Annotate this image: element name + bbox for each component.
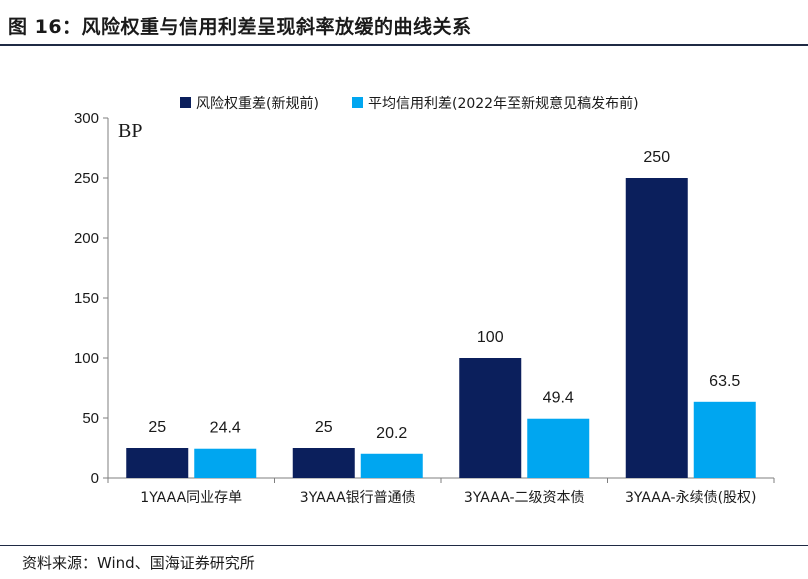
y-tick-label: 50 (82, 410, 99, 427)
data-label: 24.4 (210, 420, 241, 437)
data-label: 63.5 (709, 373, 740, 390)
figure-title: 图 16：风险权重与信用利差呈现斜率放缓的曲线关系 (8, 16, 472, 38)
category-label: 3YAAA-二级资本债 (464, 490, 585, 506)
legend-label-risk-weight-diff: 风险权重差(新规前) (196, 95, 319, 112)
bar-risk-weight-diff (126, 448, 189, 478)
category-label: 3YAAA银行普通债 (300, 490, 416, 506)
bar-avg-credit-spread (360, 453, 423, 478)
legend-swatch-avg-credit-spread (352, 97, 363, 108)
bar-chart: 风险权重差(新规前) 平均信用利差(2022年至新规意见稿发布前) BP 0 50… (74, 95, 775, 506)
unit-label: BP (118, 120, 142, 142)
chart-legend: 风险权重差(新规前) 平均信用利差(2022年至新规意见稿发布前) (180, 95, 639, 112)
data-label: 20.2 (376, 425, 407, 442)
data-labels: 25 24.4 25 20.2 100 49.4 250 63.5 (148, 149, 740, 442)
bar-series (126, 178, 756, 478)
bar-avg-credit-spread (693, 401, 756, 478)
source-note: 资料来源：Wind、国海证券研究所 (22, 554, 255, 572)
y-axis-ticks: 0 50 100 150 200 250 300 (74, 110, 108, 487)
y-tick-label: 250 (74, 170, 99, 187)
y-tick-label: 150 (74, 290, 99, 307)
x-axis-ticks (107, 478, 775, 483)
legend-label-avg-credit-spread: 平均信用利差(2022年至新规意见稿发布前) (368, 95, 639, 112)
y-tick-label: 100 (74, 350, 99, 367)
bar-risk-weight-diff (292, 448, 355, 478)
bar-avg-credit-spread (527, 418, 590, 478)
category-label: 1YAAA同业存单 (140, 490, 242, 506)
y-tick-label: 300 (74, 110, 99, 127)
data-label: 250 (643, 149, 670, 166)
source-divider (0, 545, 808, 546)
data-label: 100 (477, 329, 504, 346)
data-label: 25 (315, 419, 333, 436)
bar-risk-weight-diff (625, 178, 688, 478)
y-tick-label: 200 (74, 230, 99, 247)
bar-risk-weight-diff (459, 358, 522, 478)
y-tick-label: 0 (91, 470, 99, 487)
bar-avg-credit-spread (194, 448, 257, 478)
data-label: 49.4 (543, 390, 574, 407)
title-divider (0, 44, 808, 46)
category-label: 3YAAA-永续债(股权) (625, 489, 757, 506)
category-labels: 1YAAA同业存单 3YAAA银行普通债 3YAAA-二级资本债 3YAAA-永续债(… (140, 489, 756, 506)
legend-swatch-risk-weight-diff (180, 97, 191, 108)
data-label: 25 (148, 419, 166, 436)
